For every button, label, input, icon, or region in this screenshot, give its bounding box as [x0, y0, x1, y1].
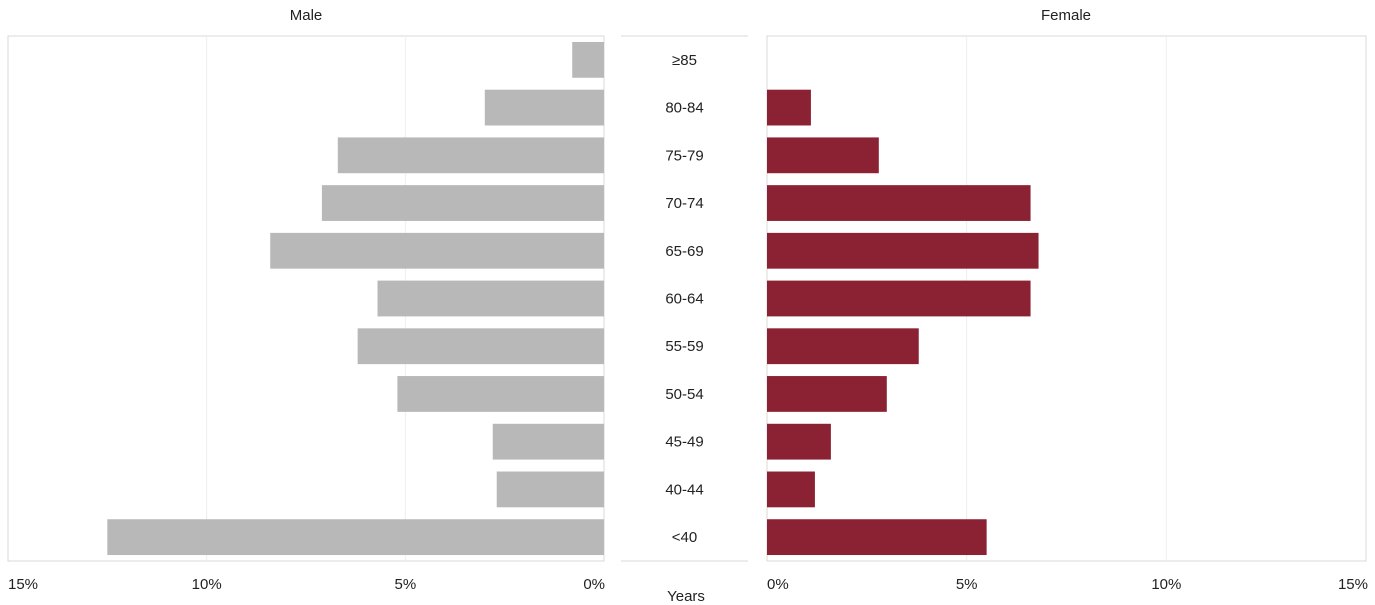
male-bar — [270, 232, 604, 269]
male-bar — [357, 328, 604, 365]
female-bar — [767, 232, 1039, 269]
male-bar — [492, 423, 604, 460]
male-x-tick-label: 5% — [394, 576, 416, 593]
age-group-label: 40-44 — [665, 481, 703, 498]
female-x-tick-label: 10% — [1151, 576, 1181, 593]
male-x-tick-label: 10% — [192, 576, 222, 593]
female-x-tick-label: 0% — [767, 576, 789, 593]
female-bar — [767, 328, 919, 365]
age-group-label: 50-54 — [665, 386, 703, 403]
age-group-label: <40 — [672, 529, 697, 546]
age-group-label: 45-49 — [665, 434, 703, 451]
male-bar — [496, 471, 604, 508]
age-group-label: 80-84 — [665, 100, 703, 117]
female-bar — [767, 471, 815, 508]
male-x-tick-label: 15% — [8, 576, 38, 593]
male-bar — [484, 89, 604, 126]
male-bar — [337, 137, 604, 174]
age-group-label: 60-64 — [665, 291, 703, 308]
male-bar — [107, 519, 604, 556]
female-bar — [767, 185, 1031, 221]
male-bar — [397, 376, 604, 412]
male-bar — [377, 280, 604, 317]
female-bar — [767, 376, 887, 412]
age-group-label: 75-79 — [665, 147, 703, 164]
age-group-label: 65-69 — [665, 243, 703, 260]
female-x-tick-label: 5% — [956, 576, 978, 593]
female-bar — [767, 137, 879, 174]
male-bar — [321, 185, 604, 221]
female-x-tick-label: 15% — [1338, 576, 1368, 593]
female-bar — [767, 280, 1031, 317]
female-bar — [767, 89, 811, 126]
female-bar — [767, 519, 987, 556]
age-group-label: 70-74 — [665, 195, 703, 212]
female-bar — [767, 423, 831, 460]
male-bar — [572, 41, 604, 78]
female-panel-title: Female — [1041, 7, 1091, 24]
male-x-tick-label: 0% — [583, 576, 605, 593]
category-axis-title: Years — [667, 588, 705, 605]
male-panel-title: Male — [290, 7, 323, 24]
age-group-label: 55-59 — [665, 338, 703, 355]
age-group-label: ≥85 — [672, 52, 697, 69]
